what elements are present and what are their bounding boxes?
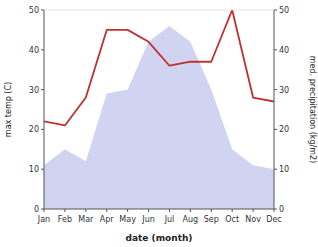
y-axis-label: max temp (C) xyxy=(4,82,13,137)
y-tick-label: 40 xyxy=(29,46,39,55)
y2-tick-label: 40 xyxy=(279,46,289,55)
y-tick-label: 10 xyxy=(29,165,39,174)
x-tick xyxy=(106,209,107,212)
y-tick xyxy=(41,169,44,170)
y2-tick xyxy=(274,129,277,130)
line xyxy=(44,10,274,125)
x-tick-label: Mar xyxy=(78,215,94,224)
top-border xyxy=(44,10,274,11)
y-axis-line xyxy=(44,10,45,209)
x-tick xyxy=(85,209,86,212)
x-tick-label: Dec xyxy=(266,215,281,224)
y-tick xyxy=(41,129,44,130)
y-tick xyxy=(41,209,44,210)
x-tick-label: Nov xyxy=(245,215,261,224)
x-tick xyxy=(169,209,170,212)
y-tick xyxy=(41,89,44,90)
x-tick xyxy=(64,209,65,212)
x-tick xyxy=(148,209,149,212)
y2-axis-label: med. precipitation (kg/m2) xyxy=(308,56,317,163)
y-tick-label: 20 xyxy=(29,125,39,134)
chart-container: JanFebMarAprMayJunJulAugSepOctNovDec0102… xyxy=(0,0,318,247)
y2-tick-label: 30 xyxy=(279,86,289,95)
plot-area xyxy=(44,10,274,209)
x-tick-label: Jan xyxy=(37,215,50,224)
x-tick-label: May xyxy=(119,215,136,224)
x-axis-label: date (month) xyxy=(126,233,193,243)
y-tick xyxy=(41,49,44,50)
x-tick xyxy=(190,209,191,212)
y2-tick xyxy=(274,49,277,50)
x-tick-label: Jun xyxy=(141,215,155,224)
y2-tick xyxy=(274,89,277,90)
x-tick xyxy=(127,209,128,212)
y-tick-label: 50 xyxy=(29,6,39,15)
y2-axis-line xyxy=(274,10,275,209)
y2-tick-label: 0 xyxy=(279,205,284,214)
x-tick xyxy=(211,209,212,212)
y-tick-label: 0 xyxy=(34,205,39,214)
x-tick-label: Jul xyxy=(164,215,175,224)
y2-tick-label: 10 xyxy=(279,165,289,174)
x-tick xyxy=(232,209,233,212)
x-tick-label: Oct xyxy=(225,215,239,224)
chart: JanFebMarAprMayJunJulAugSepOctNovDec0102… xyxy=(0,0,318,247)
x-tick-label: Sep xyxy=(204,215,219,224)
y2-tick xyxy=(274,10,277,11)
x-tick-label: Aug xyxy=(183,215,199,224)
y2-tick xyxy=(274,169,277,170)
y-tick-label: 30 xyxy=(29,86,39,95)
x-axis-line xyxy=(44,209,274,210)
y2-tick-label: 20 xyxy=(279,125,289,134)
y-tick xyxy=(41,10,44,11)
y2-tick xyxy=(274,209,277,210)
x-tick xyxy=(253,209,254,212)
x-tick-label: Apr xyxy=(100,215,115,224)
y2-tick-label: 50 xyxy=(279,6,289,15)
x-tick-label: Feb xyxy=(58,215,72,224)
